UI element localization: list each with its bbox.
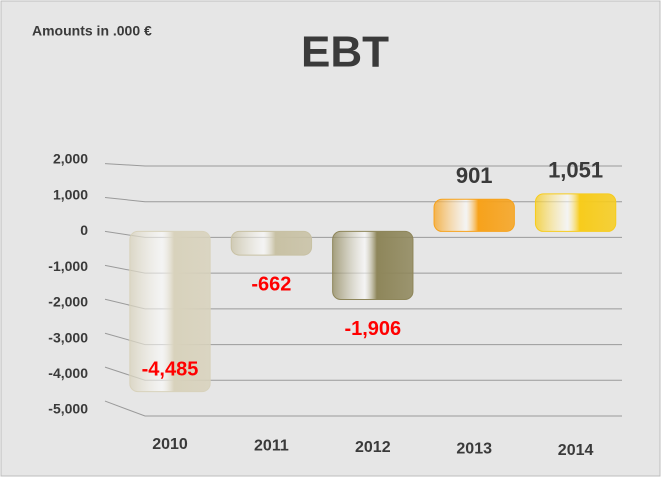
grid-line bbox=[104, 163, 622, 167]
bar bbox=[433, 198, 515, 232]
bar bbox=[332, 230, 414, 300]
bar bbox=[129, 230, 211, 393]
x-tick-label: 2013 bbox=[456, 441, 492, 458]
x-tick-label: 2014 bbox=[558, 442, 594, 459]
x-tick-label: 2011 bbox=[254, 438, 289, 455]
x-tick-label: 2012 bbox=[355, 439, 391, 456]
chart-title: EBT bbox=[301, 28, 389, 77]
value-label: 1,051 bbox=[548, 158, 603, 183]
y-tick-label: -2,000 bbox=[48, 294, 88, 310]
y-tick-label: -1,000 bbox=[48, 258, 88, 274]
value-label: 901 bbox=[456, 163, 493, 188]
chart-subtitle: Amounts in .000 € bbox=[32, 23, 152, 39]
value-label: -662 bbox=[251, 273, 291, 295]
bar bbox=[534, 193, 617, 232]
value-label: -4,485 bbox=[142, 358, 199, 380]
y-tick-label: 1,000 bbox=[53, 186, 88, 202]
y-tick-label: 0 bbox=[80, 222, 88, 238]
x-tick-label: 2010 bbox=[152, 436, 188, 453]
grid-line bbox=[104, 400, 622, 417]
bar bbox=[230, 230, 313, 256]
y-tick-label: -3,000 bbox=[48, 329, 88, 345]
y-tick-label: -5,000 bbox=[48, 401, 88, 417]
value-label: -1,906 bbox=[344, 318, 401, 340]
y-tick-label: -4,000 bbox=[48, 365, 88, 381]
y-tick-label: 2,000 bbox=[53, 151, 88, 167]
